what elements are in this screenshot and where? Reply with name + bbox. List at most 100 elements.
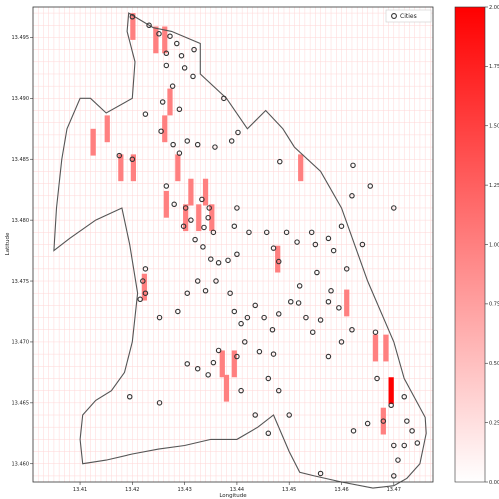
city-point [283,229,290,236]
heat-cell [163,190,169,218]
y-tick-label: 13.495 [12,35,30,41]
colorbar-tick-label: 1.25 [489,183,499,189]
city-point [140,278,146,284]
city-point [170,141,176,148]
x-tick-label: 13.45 [282,487,296,493]
city-point [163,62,170,69]
city-point [235,129,241,136]
x-axis-ticks: 13.41 13.42 13.43 13.44 13.45 13.46 13.47 [73,482,401,493]
heat-cell [141,273,147,301]
city-point [188,217,194,223]
city-point [199,196,205,203]
city-point [409,428,415,434]
city-point [391,205,397,211]
city-point [295,300,302,306]
y-tick-label: 13.460 [12,462,30,468]
heat-cell [383,334,389,362]
heat-cell [219,350,225,378]
colorbar-tick-label: 0.25 [489,420,499,426]
plot-area: 13.41 13.42 13.43 13.44 13.45 13.46 13.47 13.4… [5,6,434,499]
city-point [401,393,407,400]
heat-cell [188,178,194,206]
city-point [231,223,238,229]
city-point [349,193,355,199]
plot-frame [32,6,434,483]
city-point [158,128,164,134]
city-point [231,308,238,315]
city-point [244,314,251,321]
heat-cells [90,13,394,435]
city-point [184,138,190,144]
city-point [288,298,294,305]
legend-marker [391,13,397,19]
city-point [252,412,258,418]
city-point [227,290,233,296]
city-point [276,258,282,265]
legend-box [385,9,432,23]
y-tick-label: 13.490 [12,96,30,102]
city-point [126,393,133,400]
heat-cell [344,289,350,317]
city-point [309,329,316,335]
cities-scatter [116,13,421,479]
city-point [350,162,356,169]
city-point [238,320,244,327]
city-point [325,353,332,360]
heat-cell [202,178,209,206]
city-boundary [53,12,427,489]
city-point [167,33,173,39]
city-point [350,428,357,434]
city-point [174,40,180,47]
colorbar-tick-label: 0.50 [489,361,499,367]
city-point [330,247,337,254]
city-point [296,283,303,289]
city-point [163,183,170,189]
city-point [225,257,231,264]
city-point [142,266,149,272]
city-point [178,52,185,59]
city-point [391,473,397,479]
city-point [349,327,355,333]
city-point [156,400,163,406]
city-point [395,457,401,463]
heat-cell [118,154,124,182]
city-point [246,229,252,236]
city-point [338,223,345,229]
city-point [205,214,211,221]
city-point [380,418,387,424]
colorbar-tick-label: 2.00 [489,5,499,11]
city-point [176,106,183,113]
city-point [276,387,282,394]
city-point [181,65,188,71]
city-point [308,229,315,236]
y-tick-label: 13.470 [12,340,30,346]
colorbar-gradient [454,6,486,483]
city-point [191,46,197,53]
city-point [256,348,263,355]
city-point [184,290,190,296]
city-point [137,296,143,303]
city-point [210,229,217,236]
city-point [414,440,421,446]
colorbar-tick-label: 0.75 [489,302,499,308]
city-point [202,288,209,294]
x-tick-label: 13.46 [334,487,348,493]
city-point [234,205,240,211]
city-point [328,288,334,294]
colorbar-tick-label: 1.75 [489,64,499,70]
city-point [336,305,342,311]
city-point [228,138,235,144]
city-point [252,302,258,309]
heat-cell [298,154,304,182]
heat-cell [183,204,189,232]
city-point [294,239,300,245]
city-point [391,442,397,449]
city-point [175,308,181,315]
city-point [234,251,240,257]
x-axis-label: Longitude [219,493,247,499]
y-tick-label: 13.475 [12,279,30,285]
city-point [359,241,366,248]
city-point [184,361,190,367]
heat-cell [380,407,386,435]
heat-cell [130,154,137,182]
